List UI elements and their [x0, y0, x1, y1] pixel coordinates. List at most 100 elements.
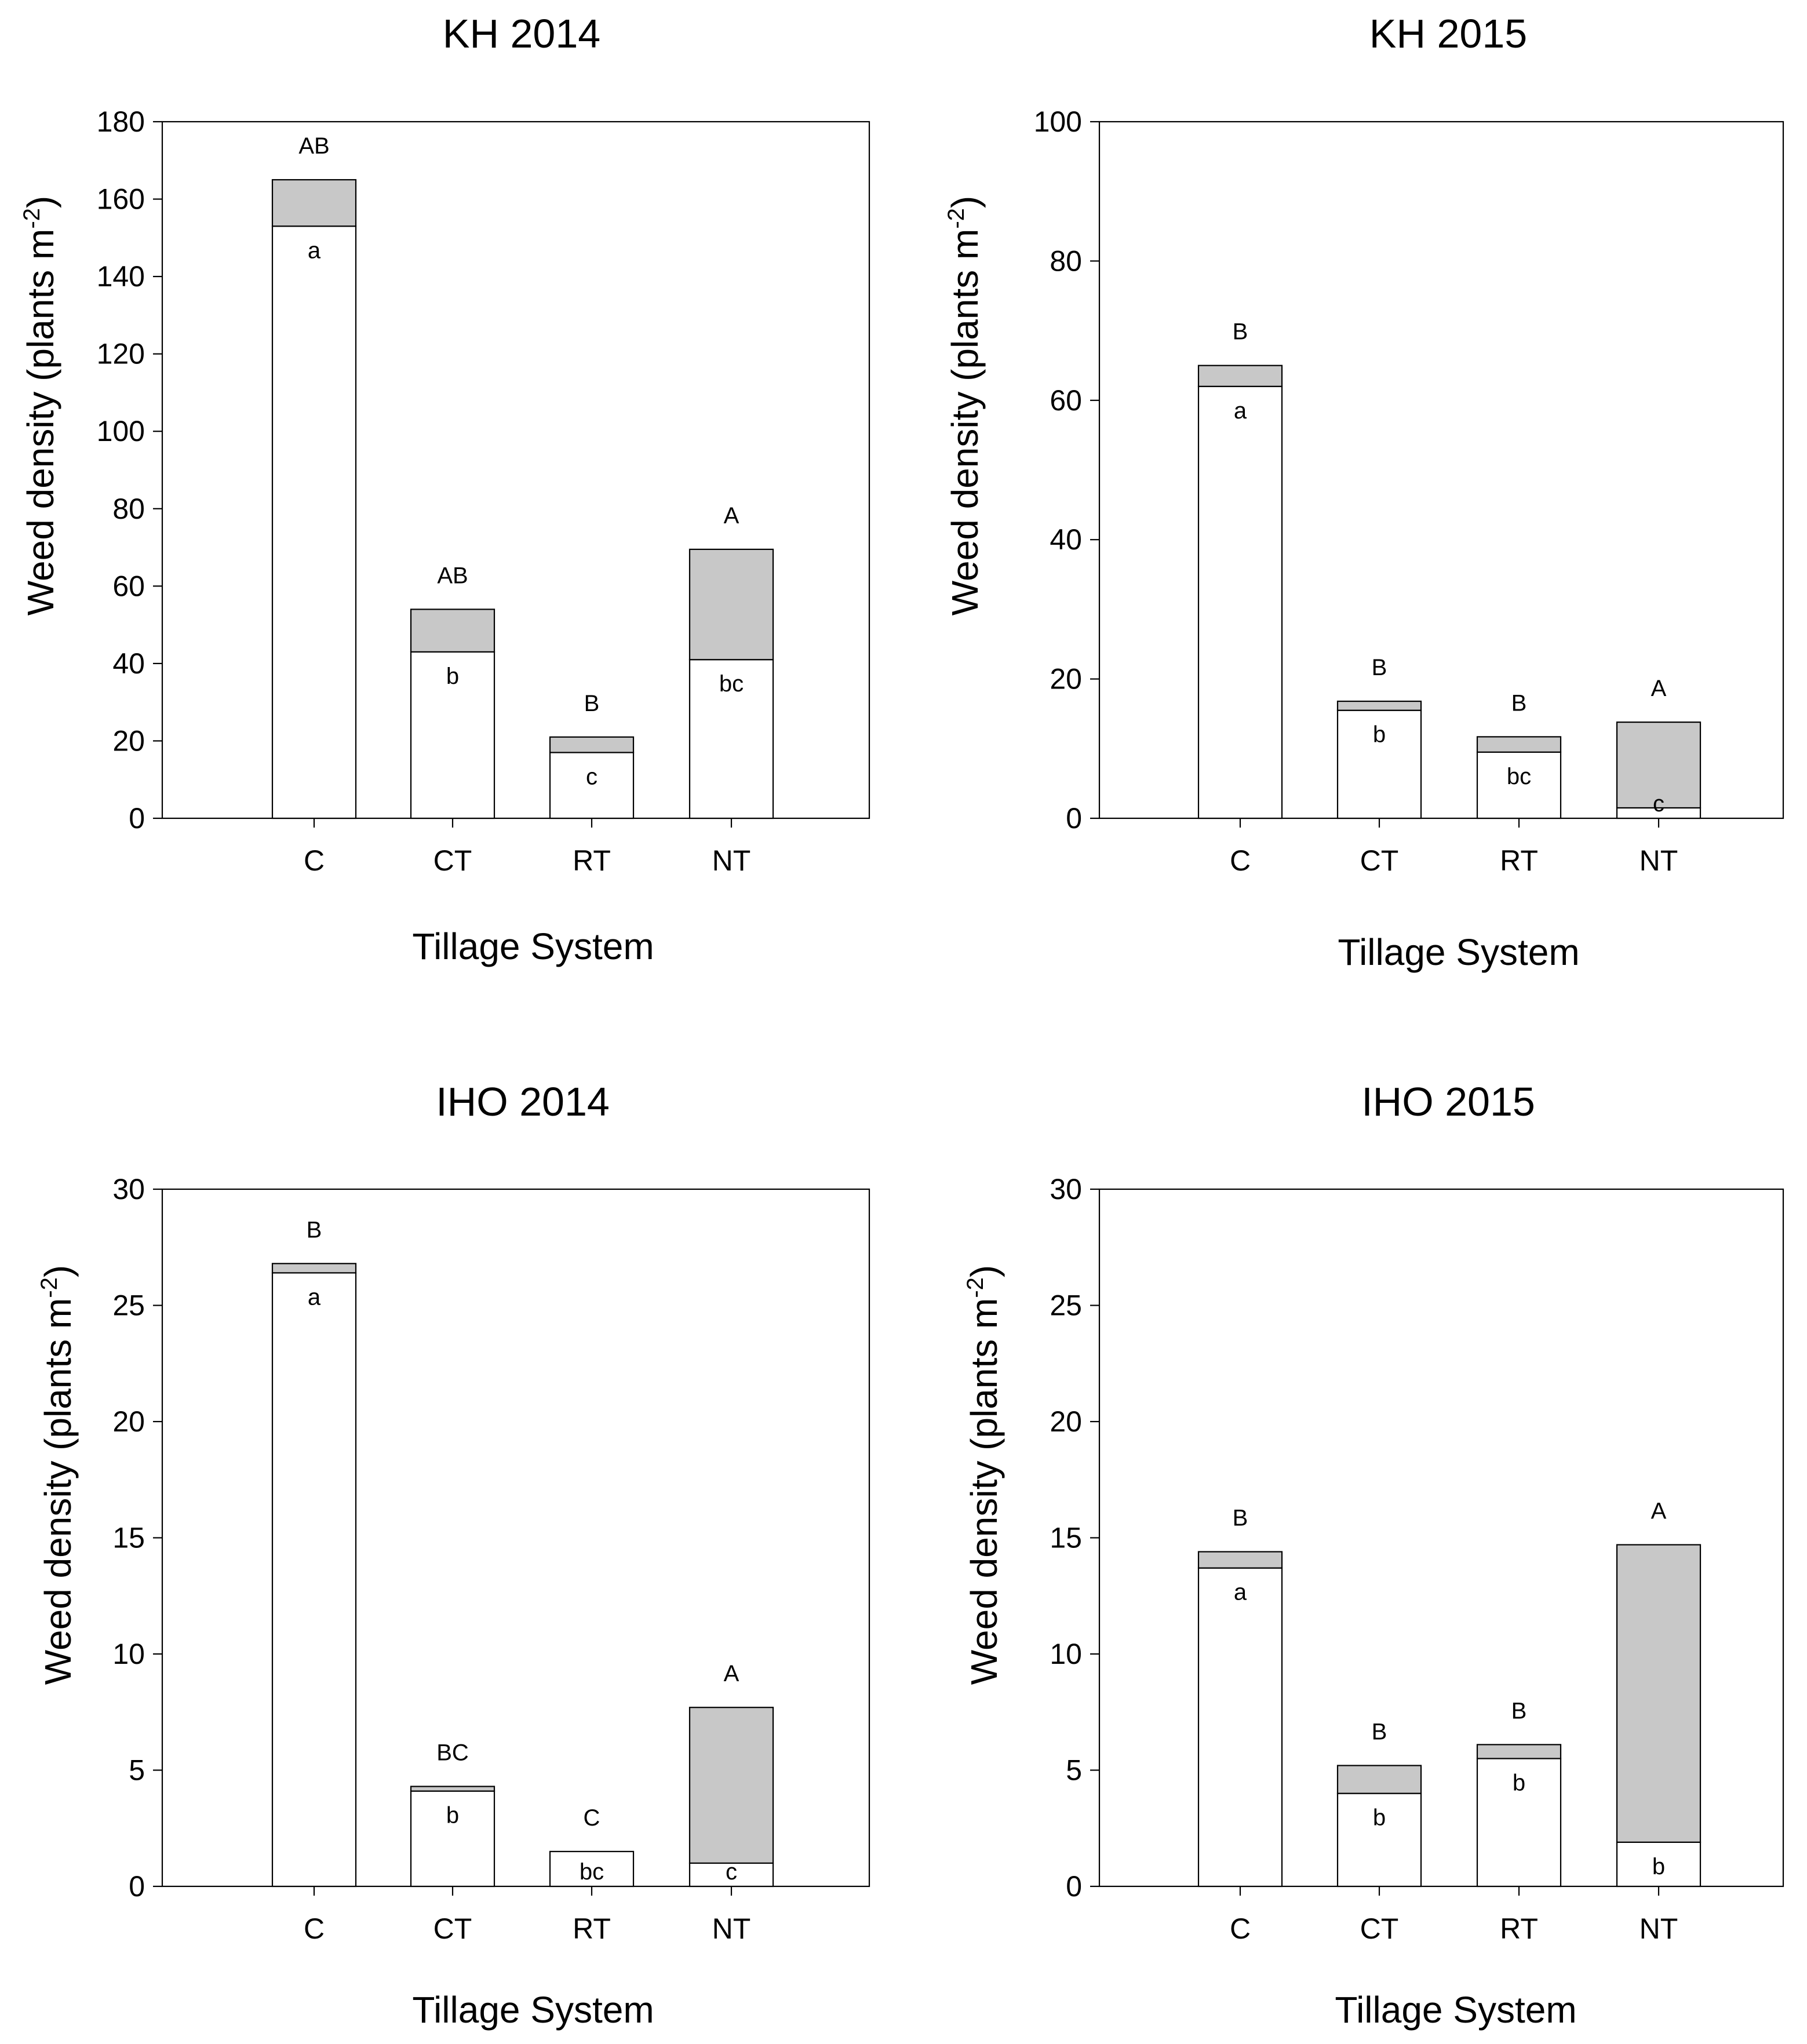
- y-tick-label: 80: [112, 493, 145, 525]
- significance-letter-upper: B: [1372, 1719, 1387, 1744]
- significance-letter-lower: b: [1373, 1805, 1386, 1831]
- chart-title: KH 2015: [1369, 11, 1527, 56]
- plot-frame: [1098, 121, 1784, 819]
- significance-letter-upper: B: [1233, 319, 1248, 345]
- significance-letter-upper: A: [724, 503, 739, 529]
- x-tick-label: C: [304, 1912, 325, 1945]
- y-tick-label: 5: [1066, 1754, 1082, 1787]
- x-tick-label: C: [304, 844, 325, 877]
- y-tick-label: 40: [1050, 523, 1082, 556]
- y-tick-label: 20: [1050, 663, 1082, 695]
- y-tick-label: 160: [97, 183, 145, 216]
- x-tick-label: NT: [1640, 1912, 1678, 1945]
- x-tick-label: CT: [433, 844, 472, 877]
- bar-upper-segment: [549, 736, 635, 753]
- bar-lower-segment: [271, 1272, 357, 1888]
- bar-upper-segment: [1336, 700, 1422, 711]
- y-axis-title: Weed density (plants m-2): [963, 1265, 1005, 1685]
- significance-letter-lower: c: [726, 1859, 737, 1885]
- y-axis-title: Weed density (plants m-2): [943, 196, 986, 615]
- significance-letter-lower: c: [1653, 791, 1664, 817]
- significance-letter-upper: A: [1651, 676, 1667, 701]
- bar-upper-segment: [1197, 1551, 1283, 1569]
- significance-letter-upper: B: [1511, 1698, 1527, 1724]
- y-tick-label: 140: [97, 260, 145, 293]
- bar-upper-segment: [1476, 736, 1562, 753]
- plot-frame: [161, 121, 870, 819]
- significance-letter-lower: bc: [580, 1859, 604, 1885]
- y-tick-label: 100: [97, 415, 145, 447]
- bar-upper-segment: [410, 1786, 496, 1792]
- y-tick-label: 30: [1050, 1173, 1082, 1205]
- y-tick-label: 0: [1066, 802, 1082, 835]
- y-axis-title: Weed density (plants m-2): [37, 1265, 79, 1685]
- significance-letter-lower: a: [1234, 398, 1247, 424]
- chart-title: KH 2014: [443, 11, 600, 56]
- y-tick-label: 10: [1050, 1638, 1082, 1670]
- y-tick-label: 120: [97, 338, 145, 370]
- y-tick-label: 15: [1050, 1522, 1082, 1554]
- y-tick-label: 20: [112, 724, 145, 757]
- bar-upper-segment: [688, 548, 774, 661]
- significance-letter-upper: B: [307, 1217, 322, 1243]
- plot-area: 0 5 10 15 20 25 30 a B Cb B CT b B RT b A NT: [1050, 1173, 1784, 1945]
- significance-letter-upper: B: [1233, 1506, 1248, 1531]
- x-axis-title: Tillage System: [412, 1989, 654, 2031]
- x-tick-label: CT: [1360, 1912, 1399, 1945]
- significance-letter-lower: c: [586, 764, 598, 789]
- bar-lower-segment: [688, 659, 774, 819]
- y-tick-label: 25: [1050, 1289, 1082, 1322]
- y-tick-label: 20: [1050, 1405, 1082, 1438]
- significance-letter-lower: a: [308, 1284, 321, 1310]
- y-tick-label: 80: [1050, 245, 1082, 277]
- x-axis-title: Tillage System: [1335, 1989, 1576, 2031]
- significance-letter-upper: B: [1511, 690, 1527, 716]
- y-tick-label: 5: [129, 1754, 145, 1787]
- significance-letter-upper: C: [584, 1805, 600, 1831]
- y-tick-label: 15: [112, 1522, 145, 1554]
- panel-iho-2014: IHO 2014 Weed density (plants m-2) Tilla…: [37, 1079, 870, 2031]
- significance-letter-lower: bc: [1507, 764, 1531, 789]
- bar-lower-segment: [688, 1862, 774, 1888]
- y-tick-label: 40: [112, 647, 145, 680]
- bar-lower-segment: [410, 1790, 496, 1888]
- y-tick-label: 100: [1034, 105, 1082, 138]
- significance-letter-lower: b: [1652, 1854, 1665, 1879]
- y-tick-label: 20: [112, 1405, 145, 1438]
- x-tick-label: RT: [573, 844, 611, 877]
- significance-letter-lower: bc: [719, 671, 744, 697]
- bar-upper-segment: [688, 1707, 774, 1864]
- y-tick-label: 25: [112, 1289, 145, 1322]
- bar-lower-segment: [1476, 1758, 1562, 1888]
- x-tick-label: CT: [1360, 844, 1399, 877]
- significance-letter-lower: b: [1373, 722, 1386, 748]
- significance-letter-upper: AB: [298, 133, 329, 159]
- y-tick-label: 60: [1050, 384, 1082, 417]
- bar-upper-segment: [1616, 1544, 1702, 1843]
- y-tick-label: 180: [97, 105, 145, 138]
- significance-letter-lower: b: [446, 664, 459, 689]
- x-tick-label: CT: [433, 1912, 472, 1945]
- bar-upper-segment: [410, 609, 496, 653]
- bar-lower-segment: [1197, 385, 1283, 819]
- significance-letter-upper: B: [584, 691, 600, 716]
- bar-lower-segment: [1616, 1841, 1702, 1888]
- y-tick-label: 30: [112, 1173, 145, 1205]
- bar-lower-segment: [1197, 1567, 1283, 1888]
- bar-upper-segment: [271, 1263, 357, 1274]
- x-tick-label: RT: [573, 1912, 611, 1945]
- plot-area: 0 20 40 60 80 100 120 140 160 180 a AB Cb AB CT c B RT bc A…: [97, 105, 870, 877]
- chart-title: IHO 2014: [436, 1079, 610, 1124]
- x-axis-title: Tillage System: [412, 926, 654, 967]
- bar-lower-segment: [1336, 1792, 1422, 1888]
- x-tick-label: NT: [1640, 844, 1678, 877]
- panel-iho-2015: IHO 2015 Weed density (plants m-2) Tilla…: [963, 1079, 1784, 2031]
- significance-letter-lower: a: [308, 238, 321, 263]
- panel-kh-2014: KH 2014 Weed density (plants m-2) Tillag…: [19, 11, 870, 967]
- x-tick-label: RT: [1500, 1912, 1538, 1945]
- x-tick-label: C: [1230, 844, 1251, 877]
- chart-title: IHO 2015: [1361, 1079, 1535, 1124]
- y-tick-label: 10: [112, 1638, 145, 1670]
- significance-letter-upper: A: [724, 1661, 739, 1686]
